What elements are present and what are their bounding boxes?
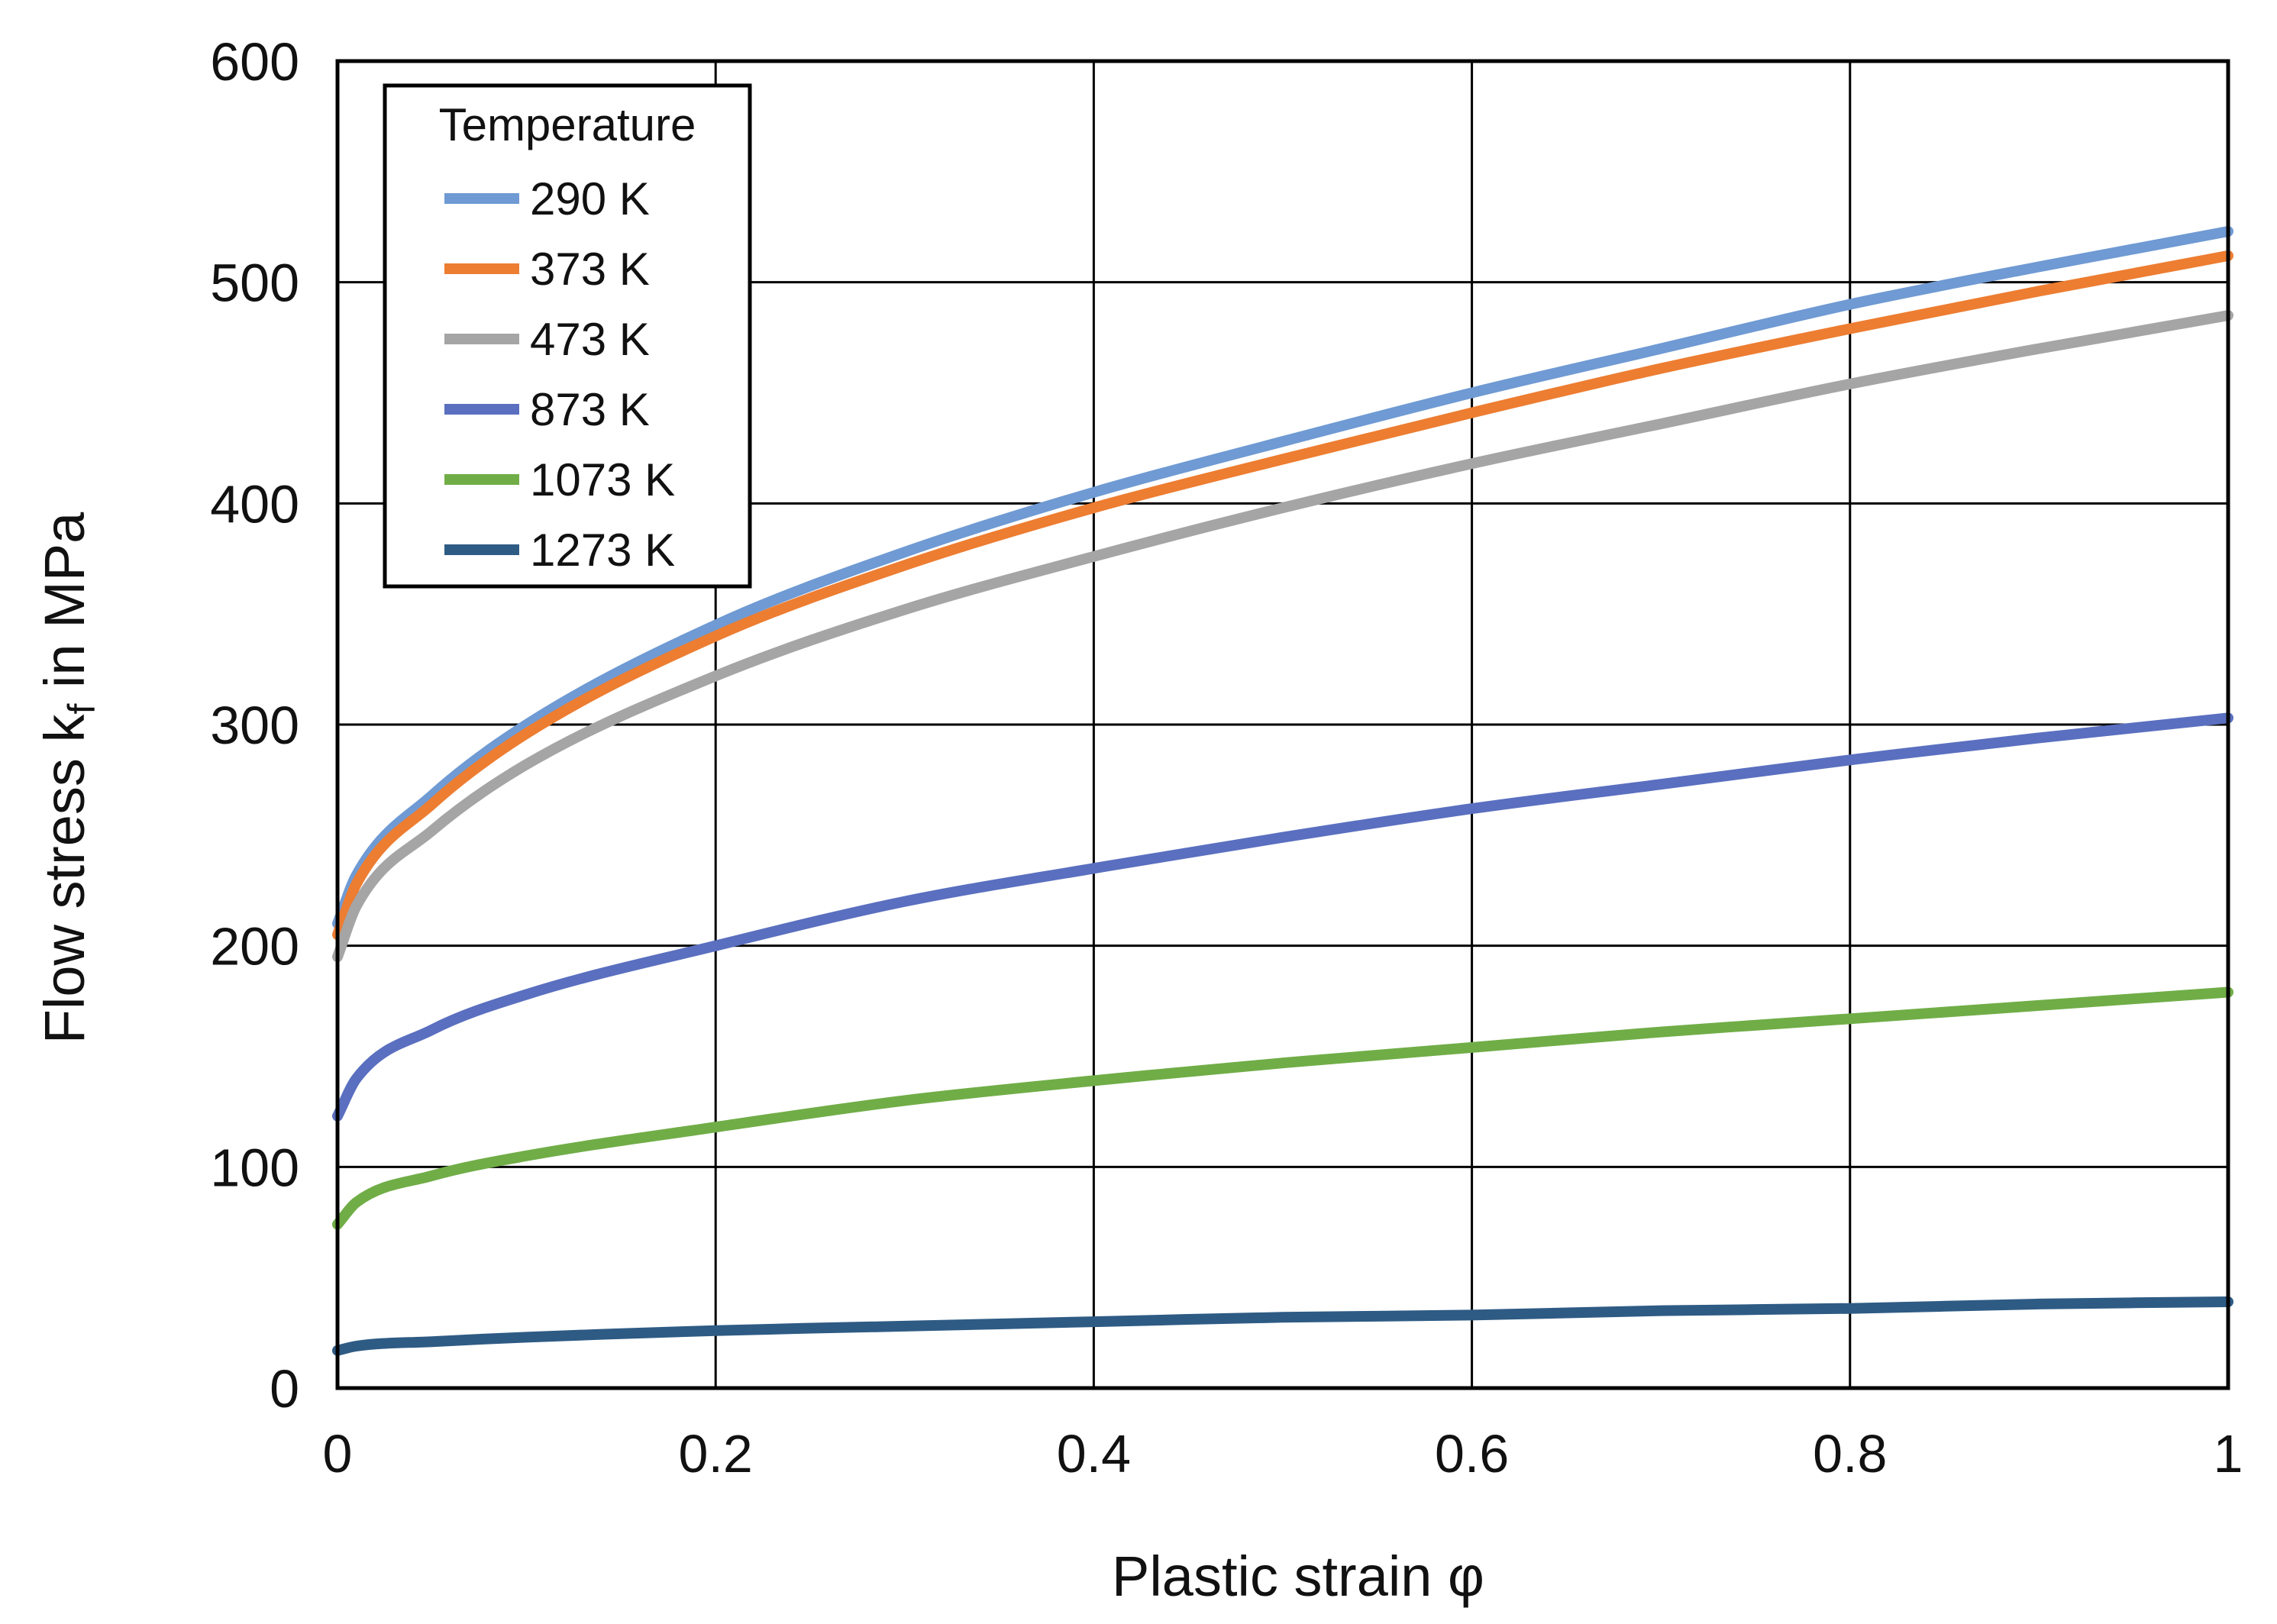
legend: Temperature 290 K 373 K 473 K 873 K 1073 K 12… (383, 83, 752, 589)
y-tick-labels: 0 100 200 300 400 500 600 (210, 32, 299, 1419)
series-lines (332, 226, 2233, 1356)
legend-label-290-k: 290 K (530, 173, 650, 224)
legend-title: Temperature (439, 99, 696, 150)
y-axis-title-subscript: f (60, 704, 103, 715)
plot-frame (335, 59, 2230, 1390)
y-axis-title: Flow stress kf in MPa (33, 512, 103, 1044)
x-tick-label: 1 (2214, 1424, 2243, 1484)
y-tick-label: 600 (210, 32, 299, 92)
y-tick-label: 400 (210, 474, 299, 534)
y-tick-label: 500 (210, 253, 299, 313)
y-axis-title-tail: in MPa (33, 512, 96, 704)
series-line-290-k (332, 226, 2233, 929)
x-tick-label: 0.6 (1435, 1424, 1509, 1484)
y-tick-label: 0 (270, 1359, 299, 1419)
y-axis-title-main: Flow stress k (33, 714, 96, 1044)
x-axis-title: Plastic strain φ (1112, 1545, 1484, 1608)
legend-label-373-k: 373 K (530, 244, 650, 295)
series-line-373-k (332, 250, 2233, 941)
legend-label-473-k: 473 K (530, 314, 650, 365)
x-tick-labels: 0 0.2 0.4 0.6 0.8 1 (323, 1424, 2243, 1484)
series-line-1073-k (332, 986, 2233, 1230)
legend-label-1073-k: 1073 K (530, 454, 675, 505)
legend-label-1273-k: 1273 K (530, 525, 675, 576)
x-tick-label: 0.8 (1813, 1424, 1887, 1484)
x-tick-label: 0 (323, 1424, 353, 1484)
x-tick-label: 0.2 (679, 1424, 753, 1484)
x-tick-label: 0.4 (1057, 1424, 1131, 1484)
y-tick-label: 200 (210, 917, 299, 977)
series-line-1273-k (332, 1296, 2233, 1356)
series-line-873-k (332, 712, 2233, 1122)
y-tick-label: 100 (210, 1138, 299, 1197)
series-line-473-k (332, 310, 2233, 963)
y-tick-label: 300 (210, 696, 299, 755)
legend-label-873-k: 873 K (530, 384, 650, 435)
legend-items: 290 K 373 K 473 K 873 K 1073 K 1273 K (444, 173, 675, 576)
